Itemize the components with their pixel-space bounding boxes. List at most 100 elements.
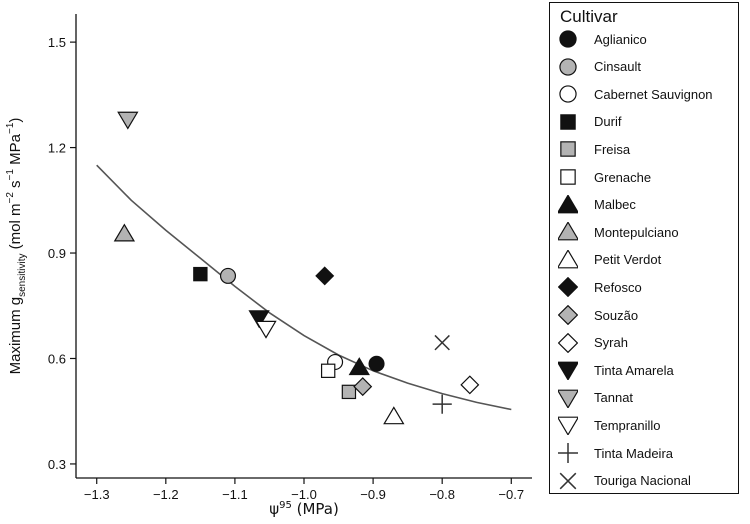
legend-marker-shape xyxy=(558,305,578,325)
legend-marker-freisa xyxy=(560,141,576,158)
legend-marker-shape xyxy=(558,194,578,213)
data-point-aglianico xyxy=(368,355,385,372)
legend-item-touriga-nacional: Touriga Nacional xyxy=(558,471,691,491)
x-tick-label: −1.0 xyxy=(291,487,317,502)
plot-axes xyxy=(75,14,532,479)
legend-item-refosco: Refosco xyxy=(558,277,642,298)
legend-marker-tempranillo xyxy=(558,416,578,436)
x-tick-label: −1.3 xyxy=(84,487,110,502)
legend-item-tinta-amarela: Tinta Amarela xyxy=(558,360,674,381)
legend: Cultivar Aglianico Cinsault Cabernet Sauvi… xyxy=(549,2,739,494)
legend-label: Durif xyxy=(594,114,622,130)
legend-label: Montepulciano xyxy=(594,224,679,240)
data-point-petit-verdot xyxy=(383,406,405,425)
data-point-grenache xyxy=(320,363,336,378)
legend-marker-durif xyxy=(560,114,576,130)
legend-label: Grenache xyxy=(594,169,652,185)
legend-marker-shape xyxy=(560,169,576,185)
axis-labels-layer: ψ95 (MPa) Maximum gsensitivity (mol m−2 s… xyxy=(5,118,339,518)
legend-label: Syrah xyxy=(594,335,628,351)
x-axis-label: ψ95 (MPa) xyxy=(269,500,339,518)
data-point-montepulciano xyxy=(113,223,136,242)
legend-item-souz-o: Souzão xyxy=(558,305,638,325)
legend-marker-shape xyxy=(558,332,578,353)
data-point-tempranillo xyxy=(255,320,277,339)
legend-item-malbec: Malbec xyxy=(558,194,636,215)
data-point-touriga-nacional xyxy=(434,334,450,351)
x-tick-label: −0.8 xyxy=(429,487,455,502)
legend-marker-syrah xyxy=(558,332,578,353)
legend-item-cabernet-sauvignon: Cabernet Sauvignon xyxy=(558,84,713,104)
y-axis-label: Maximum gsensitivity (mol m−2 s−1 MPa−1) xyxy=(5,118,28,375)
legend-item-tannat: Tannat xyxy=(558,388,633,408)
y-tick-label: 0.6 xyxy=(48,351,66,366)
legend-marker-shape xyxy=(558,443,578,463)
legend-label: Refosco xyxy=(594,279,642,295)
y-tick-label: 0.9 xyxy=(48,246,66,261)
x-tick-label: −1.2 xyxy=(153,487,179,502)
legend-marker-touriga-nacional xyxy=(559,472,577,489)
x-tick-label: −0.7 xyxy=(498,487,524,502)
legend-marker-shape xyxy=(558,222,578,241)
x-tick-label: −1.1 xyxy=(222,487,248,502)
legend-marker-grenache xyxy=(560,169,576,185)
y-tick-label: 1.5 xyxy=(48,35,66,50)
legend-item-petit-verdot: Petit Verdot xyxy=(558,249,662,270)
legend-marker-souz-o xyxy=(558,305,578,325)
data-point-durif xyxy=(193,266,208,282)
data-point-tinta-amarela xyxy=(248,310,270,329)
legend-item-syrah: Syrah xyxy=(558,332,628,353)
legend-label: Souzão xyxy=(594,307,639,323)
legend-label: Cinsault xyxy=(594,59,641,75)
legend-label: Petit Verdot xyxy=(594,252,662,268)
scatter-chart: −1.3 −1.2 −1.1 −1.0 −0.9 −0.8 −0.7 0.3 0.6 0.9 1.2… xyxy=(5,14,532,518)
legend-marker-tinta-madeira xyxy=(558,443,578,463)
legend-item-montepulciano: Montepulciano xyxy=(558,222,679,242)
y-tick-label: 1.2 xyxy=(48,141,66,156)
legend-marker-shape xyxy=(560,141,576,158)
legend-label: Aglianico xyxy=(594,31,647,47)
data-point-cinsault xyxy=(219,267,237,284)
data-point-malbec xyxy=(348,357,370,376)
legend-marker-shape xyxy=(559,30,577,48)
legend-item-freisa: Freisa xyxy=(558,139,630,159)
legend-label: Tinta Madeira xyxy=(594,445,673,461)
legend-label: Cabernet Sauvignon xyxy=(594,86,713,102)
x-tick-label: −0.9 xyxy=(360,487,386,502)
legend-marker-montepulciano xyxy=(558,222,578,241)
data-points-layer xyxy=(113,111,480,425)
legend-label: Freisa xyxy=(594,141,631,157)
data-point-tannat xyxy=(117,111,139,130)
data-point-tinta-madeira xyxy=(432,394,452,414)
legend-label: Tannat xyxy=(594,390,634,406)
legend-label: Malbec xyxy=(594,197,636,213)
legend-marker-cabernet-sauvignon xyxy=(559,85,577,103)
legend-marker-malbec xyxy=(558,194,578,213)
legend-item-cinsault: Cinsault xyxy=(558,57,641,77)
legend-item-tinta-madeira: Tinta Madeira xyxy=(558,443,673,463)
legend-title: Cultivar xyxy=(560,7,618,26)
legend-marker-refosco xyxy=(558,277,578,298)
fit-curve xyxy=(96,164,512,411)
axis-ticks: −1.3 −1.2 −1.1 −1.0 −0.9 −0.8 −0.7 0.3 0.6 0.9 1.2… xyxy=(48,35,524,502)
legend-item-aglianico: Aglianico xyxy=(558,29,647,49)
legend-marker-shape xyxy=(558,389,578,408)
legend-item-grenache: Grenache xyxy=(558,167,651,187)
data-point-souz-o xyxy=(353,377,373,397)
data-point-syrah xyxy=(460,375,480,395)
legend-marker-shape xyxy=(560,114,576,130)
data-point-refosco xyxy=(315,266,335,286)
legend-label: Tinta Amarela xyxy=(594,362,674,378)
legend-marker-shape xyxy=(558,361,578,381)
legend-item-durif: Durif xyxy=(558,112,621,132)
y-tick-label: 0.3 xyxy=(48,457,66,472)
legend-marker-tinta-amarela xyxy=(558,361,578,381)
legend-marker-shape xyxy=(559,57,577,76)
legend-marker-petit-verdot xyxy=(558,249,578,269)
legend-marker-shape xyxy=(558,416,578,436)
legend-label: Touriga Nacional xyxy=(594,473,691,489)
legend-item-tempranillo: Tempranillo xyxy=(558,415,660,436)
legend-marker-tannat xyxy=(558,389,578,408)
legend-marker-aglianico xyxy=(559,30,577,48)
legend-marker-cinsault xyxy=(559,57,577,76)
